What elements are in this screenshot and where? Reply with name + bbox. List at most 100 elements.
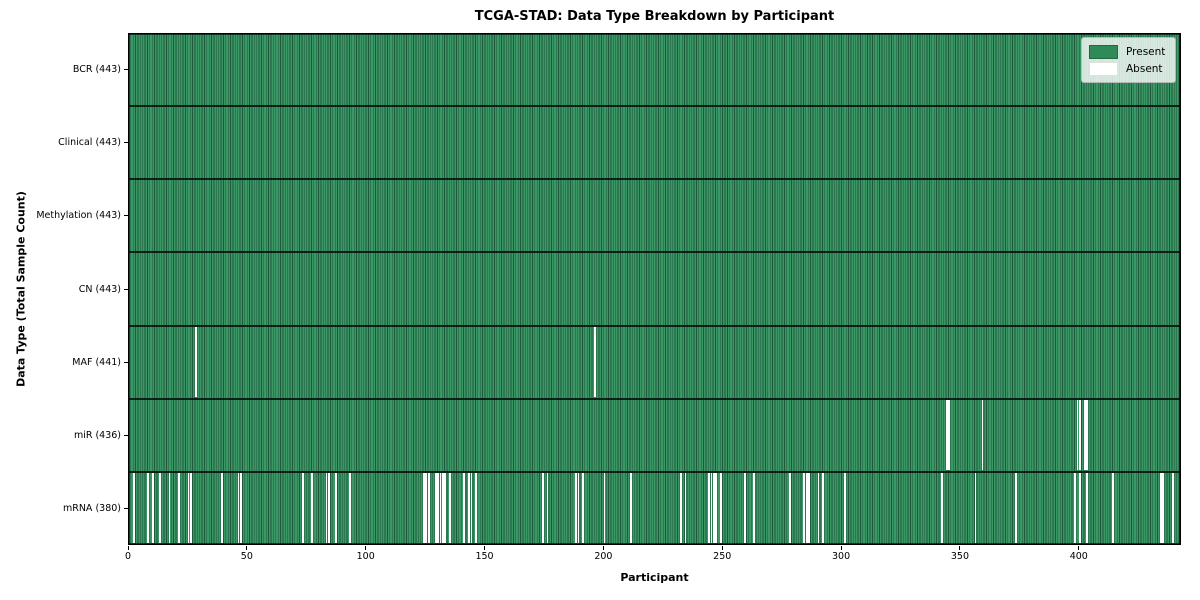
present-swatch-icon [1089,44,1118,59]
absent-cell [941,473,943,544]
x-tick-mark [127,546,129,550]
y-tick-label: MAF (441) [72,356,121,368]
x-tick-label: 200 [594,551,613,562]
y-tick-mark [123,361,128,363]
absent-cell [1112,473,1115,544]
absent-cell [713,473,715,544]
absent-cell [945,400,948,471]
absent-cell [679,473,682,544]
legend-label-absent: Absent [1126,62,1163,75]
row-separator [128,178,1181,181]
absent-cell [470,473,473,544]
absent-cell [423,473,425,544]
absent-cell [444,473,447,544]
y-tick-label: Methylation (443) [36,210,121,222]
x-tick-mark [246,546,248,550]
y-tick-mark [123,288,128,290]
x-tick-label: 350 [950,551,970,562]
absent-cell [327,473,330,544]
x-tick-labels: 0 50 100 150 200 250 300 350 400 [124,551,1181,565]
absent-cell [805,473,808,544]
absent-cell [575,473,577,544]
absent-cell [629,473,632,544]
y-tick-mark [123,69,128,71]
absent-cell [311,473,314,544]
absent-cell [1159,473,1162,544]
absent-cell [1079,400,1081,471]
x-tick-label: 100 [356,551,375,562]
absent-cell [475,473,478,544]
x-tick-mark [840,546,842,550]
chart-title: TCGA-STAD: Data Type Breakdown by Partic… [474,9,835,24]
absent-cell [594,327,596,398]
absent-cell [1076,400,1079,471]
absent-cell [603,473,606,544]
x-tick-label: 150 [475,551,494,562]
absent-cell [981,400,984,471]
absent-cell [715,473,718,544]
absent-cell [541,473,544,544]
absent-cell [822,473,825,544]
absent-cell [808,473,810,544]
absent-cell [221,473,223,544]
absent-cell [178,473,180,544]
absent-cell [708,473,711,544]
absent-cell [335,473,337,544]
absent-cell [1014,473,1017,544]
y-tick-mark [123,142,128,144]
y-tick-label: BCR (443) [72,64,121,76]
x-tick-mark [959,546,961,550]
absent-cell [439,473,442,544]
x-tick-mark [602,546,604,550]
absent-cell [803,473,806,544]
x-tick-mark [1078,546,1080,550]
legend-item-absent: Absent [1089,60,1165,77]
absent-cell [577,473,580,544]
y-tick-mark [123,215,128,217]
absent-cell [442,473,444,544]
absent-cell [240,473,242,544]
absent-cell [325,473,328,544]
y-tick-labels: BCR (443) Clinical (443) Methylation (443)… [0,33,121,545]
absent-cell [1086,400,1088,471]
absent-cell [449,473,451,544]
absent-cell [349,473,352,544]
absent-cell [546,473,549,544]
absent-cell [237,473,240,544]
y-tick-label: CN (443) [78,283,121,295]
absent-cell [187,473,190,544]
absent-cell [434,473,437,544]
y-tick-mark [123,507,128,509]
absent-cell [301,473,304,544]
absent-cell [425,473,428,544]
absent-cell [1083,400,1086,471]
x-tick-mark [484,546,486,550]
row-separator [128,251,1181,254]
absent-cell [168,473,171,544]
absent-cell [710,473,713,544]
x-tick-label: 250 [713,551,732,562]
x-tick-label: 0 [124,551,132,562]
x-tick-label: 400 [1069,551,1088,562]
legend: Present Absent [1081,37,1177,83]
x-tick-mark [721,546,723,550]
absent-cell [463,473,466,544]
absent-cell [190,473,192,544]
absent-cell [152,473,154,544]
absent-swatch-icon [1089,61,1118,76]
y-tick-label: miR (436) [73,429,121,441]
absent-cell [1162,473,1165,544]
row-separator [128,105,1181,108]
absent-cell [948,400,951,471]
legend-item-present: Present [1089,43,1165,60]
absent-cell [684,473,687,544]
absent-cell [437,473,440,544]
absent-cell [194,327,197,398]
x-tick-label: 300 [832,551,851,562]
row-separator [128,397,1181,400]
absent-cell [582,473,585,544]
absent-cell [468,473,470,544]
y-tick-mark [123,434,128,436]
x-tick-label: 50 [240,551,253,562]
